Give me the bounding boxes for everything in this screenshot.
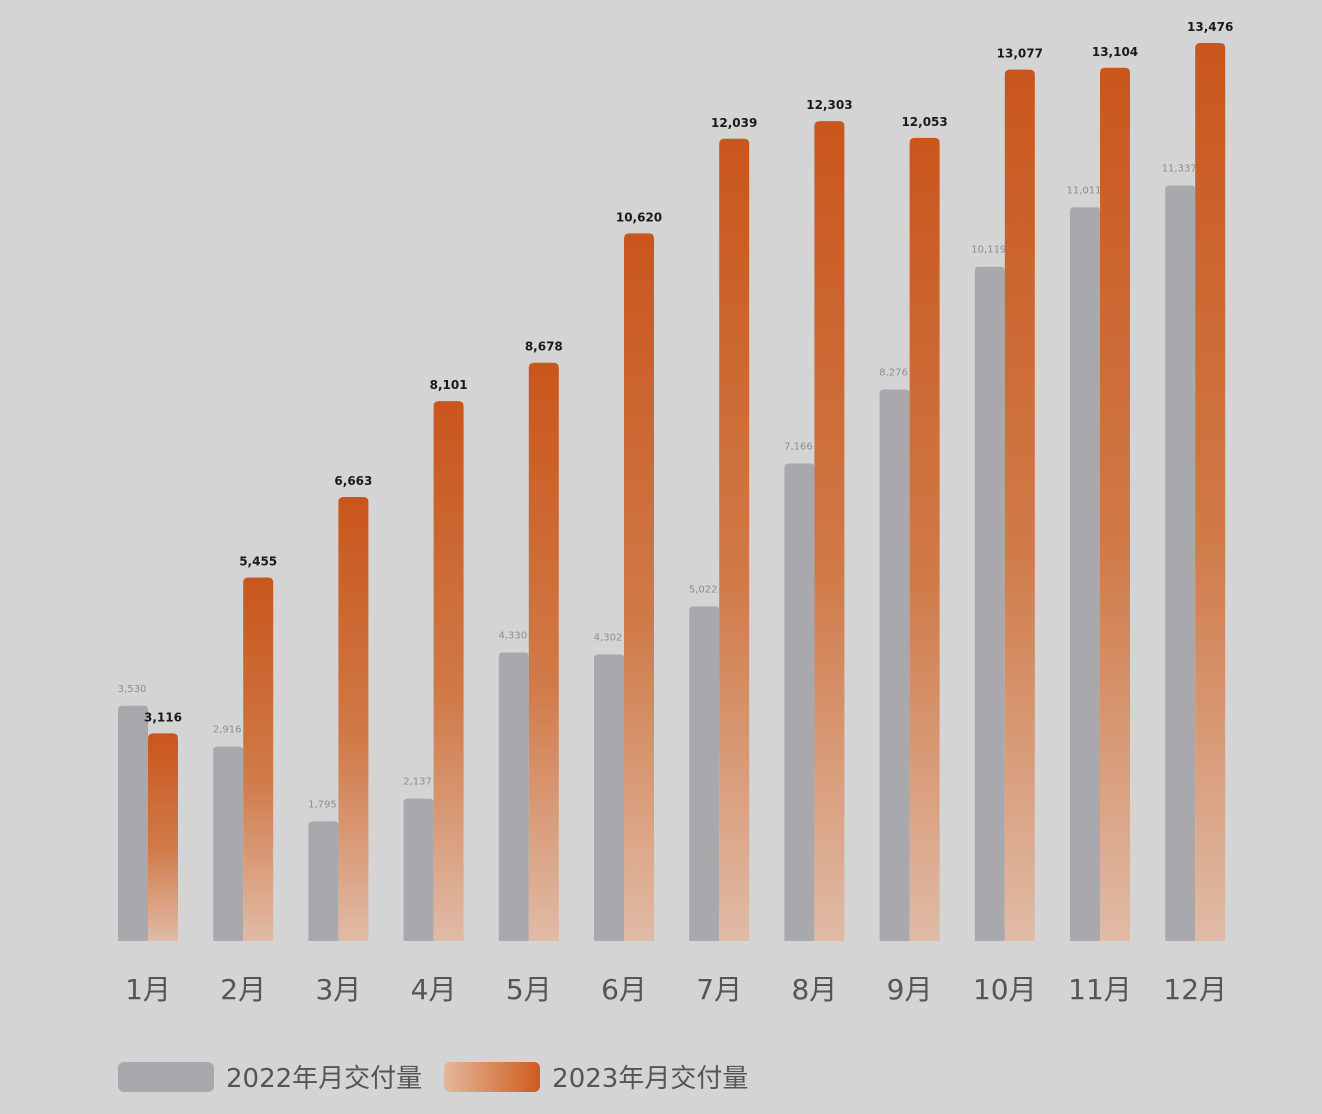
- bar-2023-10: [1004, 69, 1035, 942]
- x-tick-label-6: 6月: [601, 973, 647, 1006]
- x-tick-label-12: 12月: [1163, 973, 1227, 1006]
- label-2022-3: 1,795: [308, 799, 337, 810]
- x-tick-label-1: 1月: [125, 973, 171, 1006]
- label-2023-5: 8,678: [525, 340, 563, 354]
- bar-2023-9: [909, 137, 940, 941]
- label-2022-11: 11,011: [1067, 185, 1102, 196]
- legend-swatch-2023: [444, 1061, 541, 1092]
- label-2022-6: 4,302: [594, 632, 623, 643]
- label-2022-10: 10,119: [971, 245, 1006, 256]
- bar-2022-4: [403, 798, 434, 941]
- bar-2022-2: [213, 746, 244, 941]
- bar-2023-3: [338, 496, 369, 941]
- bar-2023-6: [624, 233, 654, 941]
- label-2023-10: 13,077: [997, 47, 1043, 61]
- chart-canvas: 3,530 3,116 2,916 5,455 1,795 6,663 2,137 8,101…: [118, 20, 1234, 1006]
- label-2023-9: 12,053: [901, 115, 947, 129]
- bar-2022-1: [118, 705, 148, 941]
- label-2023-4: 8,101: [430, 378, 468, 392]
- bar-2022-12: [1165, 185, 1196, 942]
- bar-2023-8: [814, 121, 845, 942]
- label-2023-3: 6,663: [334, 474, 372, 488]
- bar-2023-7: [719, 138, 750, 942]
- label-2022-1: 3,530: [118, 684, 147, 695]
- x-tick-label-5: 5月: [506, 973, 552, 1006]
- x-tick-label-3: 3月: [315, 973, 361, 1006]
- x-tick-label-11: 11月: [1068, 973, 1132, 1006]
- bar-2023-11: [1100, 67, 1130, 942]
- label-2023-8: 12,303: [806, 98, 852, 112]
- bar-2022-9: [879, 389, 910, 941]
- x-tick-label-2: 2月: [220, 973, 266, 1006]
- legend-item-2023: 2023年月交付量: [444, 1058, 770, 1095]
- bar-2022-10: [974, 266, 1005, 942]
- label-2022-4: 2,137: [403, 777, 432, 788]
- label-2023-2: 5,455: [239, 554, 277, 568]
- label-2022-2: 2,916: [213, 725, 242, 736]
- x-tick-label-9: 9月: [887, 973, 933, 1006]
- bar-2022-5: [498, 652, 529, 941]
- label-2023-6: 10,620: [616, 210, 662, 224]
- label-2022-9: 8,276: [879, 368, 908, 379]
- legend-label-2023: 2023年月交付量: [552, 1064, 749, 1094]
- x-tick-label-10: 10月: [973, 973, 1037, 1006]
- label-2023-7: 12,039: [711, 116, 757, 130]
- label-2023-12: 13,476: [1187, 20, 1233, 34]
- legend: 2022年月交付量 2023年月交付量: [118, 1058, 770, 1095]
- legend-item-2022: 2022年月交付量: [118, 1058, 444, 1095]
- bar-2022-6: [594, 654, 624, 941]
- legend-label-2022: 2022年月交付量: [226, 1064, 423, 1094]
- bar-2022-7: [689, 606, 720, 941]
- label-2022-8: 7,166: [784, 441, 813, 452]
- bar-2022-8: [784, 463, 815, 941]
- bar-2023-2: [243, 577, 274, 941]
- bar-2023-4: [433, 401, 464, 941]
- bar-2023-12: [1195, 43, 1226, 941]
- label-2022-12: 11,337: [1162, 164, 1197, 175]
- bar-2022-3: [308, 821, 339, 941]
- x-tick-label-4: 4月: [411, 973, 457, 1006]
- label-2023-1: 3,116: [144, 710, 182, 724]
- bar-2023-1: [148, 733, 178, 941]
- bar-2022-11: [1070, 207, 1100, 942]
- legend-swatch-2022: [118, 1061, 214, 1092]
- label-2022-5: 4,330: [498, 630, 527, 641]
- label-2022-7: 5,022: [689, 584, 718, 595]
- x-tick-label-8: 8月: [791, 973, 837, 1006]
- x-tick-label-7: 7月: [696, 973, 742, 1006]
- bar-2023-5: [528, 362, 559, 941]
- label-2023-11: 13,104: [1092, 45, 1138, 59]
